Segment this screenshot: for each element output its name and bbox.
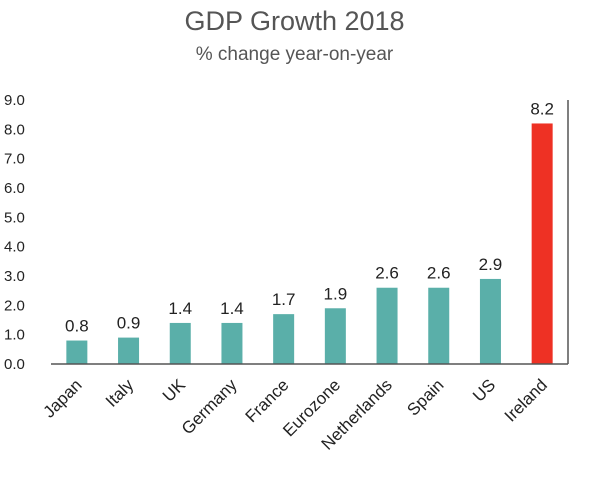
- bar-us: [479, 278, 501, 364]
- y-tick-label: 5.0: [4, 209, 25, 226]
- y-tick-label: 2.0: [4, 297, 25, 314]
- y-tick-label: 0.0: [4, 356, 25, 373]
- data-label-spain: 2.6: [427, 264, 451, 283]
- data-label-ireland: 8.2: [530, 99, 554, 118]
- y-tick-label: 4.0: [4, 239, 25, 256]
- bar-uk: [169, 322, 191, 364]
- data-label-france: 1.7: [272, 290, 296, 309]
- bar-germany: [221, 322, 243, 364]
- bar-netherlands: [376, 287, 398, 364]
- category-label-germany: Germany: [178, 375, 241, 438]
- category-label-spain: Spain: [403, 375, 447, 419]
- bar-eurozone: [324, 308, 346, 364]
- data-labels: 0.8 0.9 1.4 1.4 1.7 1.9 2.6 2.6 2.9 8.2: [65, 99, 554, 335]
- chart-subtitle: % change year-on-year: [195, 44, 394, 65]
- y-tick-label: 8.0: [4, 121, 25, 138]
- data-label-germany: 1.4: [220, 299, 244, 318]
- category-label-france: France: [242, 375, 293, 426]
- bar-japan: [66, 340, 88, 364]
- y-tick-label: 3.0: [4, 268, 25, 285]
- category-label-ireland: Ireland: [501, 375, 551, 425]
- chart-title: GDP Growth 2018: [184, 6, 405, 36]
- bar-spain: [428, 287, 450, 364]
- bar-france: [273, 314, 295, 364]
- data-label-eurozone: 1.9: [324, 284, 348, 303]
- bar-ireland: [531, 123, 553, 364]
- y-tick-label: 6.0: [4, 180, 25, 197]
- category-label-italy: Italy: [102, 375, 138, 411]
- bars: [66, 123, 553, 364]
- bar-italy: [118, 337, 140, 364]
- y-tick-label: 1.0: [4, 327, 25, 344]
- category-label-uk: UK: [159, 375, 190, 406]
- y-axis-ticks: 0.0 1.0 2.0 3.0 4.0 5.0 6.0 7.0 8.0 9.0: [4, 92, 25, 373]
- data-label-uk: 1.4: [168, 299, 192, 318]
- y-tick-label: 9.0: [4, 92, 25, 109]
- data-label-italy: 0.9: [117, 314, 141, 333]
- category-label-japan: Japan: [39, 375, 85, 421]
- data-label-netherlands: 2.6: [375, 264, 399, 283]
- data-label-us: 2.9: [479, 255, 503, 274]
- y-tick-label: 7.0: [4, 151, 25, 168]
- data-label-japan: 0.8: [65, 317, 89, 336]
- category-label-us: US: [469, 375, 499, 405]
